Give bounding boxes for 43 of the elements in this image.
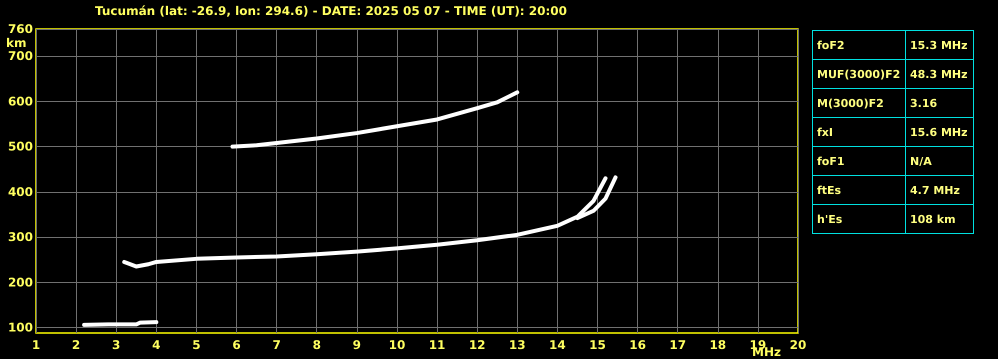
- text: M(3000)F2: [812, 88, 906, 118]
- y-tick-label: 400: [8, 184, 33, 199]
- x-tick-label: 2: [72, 338, 80, 352]
- text: 3.16: [906, 88, 974, 118]
- x-tick-label: 18: [709, 338, 726, 352]
- x-tick-label: 15: [589, 338, 606, 352]
- text: 15.3 MHz: [906, 30, 974, 60]
- chart-title: Tucumán (lat: -26.9, lon: 294.6) - DATE: 2025 05 07 - TIME (UT): 20:00: [95, 4, 567, 18]
- text: 4.7 MHz: [906, 176, 974, 204]
- y-tick-label: 700: [8, 49, 33, 64]
- y-tick-label: 760: [8, 22, 33, 36]
- text: fxI: [812, 118, 906, 146]
- x-tick-label: 12: [468, 338, 486, 352]
- text: 15.6 MHz: [906, 118, 974, 146]
- x-tick-label: 8: [312, 338, 321, 352]
- y-tick-label: 600: [8, 94, 33, 108]
- x-tick-label: 14: [549, 338, 566, 352]
- x-tick-label: 1: [32, 338, 40, 352]
- x-tick-label: 3: [112, 338, 120, 352]
- x-tick-label: 16: [629, 338, 646, 352]
- x-tick-label: 7: [272, 338, 281, 352]
- text: MUF(3000)F2: [812, 60, 906, 88]
- y-tick-label: 500: [8, 140, 33, 154]
- y-tick-label: 200: [8, 275, 33, 290]
- text: foF1: [812, 146, 906, 176]
- text: foF2: [812, 30, 906, 60]
- x-tick-label: 11: [428, 338, 446, 352]
- x-tick-label: 20: [790, 338, 806, 352]
- y-tick-label: 100: [8, 320, 33, 335]
- x-tick-label: 4: [152, 338, 160, 352]
- text: h'Es: [812, 204, 906, 234]
- text: N/A: [906, 146, 974, 176]
- x-tick-label: 10: [388, 338, 406, 352]
- x-tick-label: 9: [352, 338, 362, 352]
- x-tick-label: 17: [669, 338, 686, 352]
- text: ftEs: [812, 176, 906, 204]
- text: 108 km: [906, 204, 974, 234]
- y-axis-title: km: [6, 36, 26, 50]
- y-tick-label: 300: [8, 230, 33, 244]
- x-tick-label: 6: [232, 338, 241, 352]
- x-tick-label: 5: [192, 338, 201, 352]
- x-tick-label: 13: [508, 338, 526, 352]
- text: 48.3 MHz: [906, 60, 974, 88]
